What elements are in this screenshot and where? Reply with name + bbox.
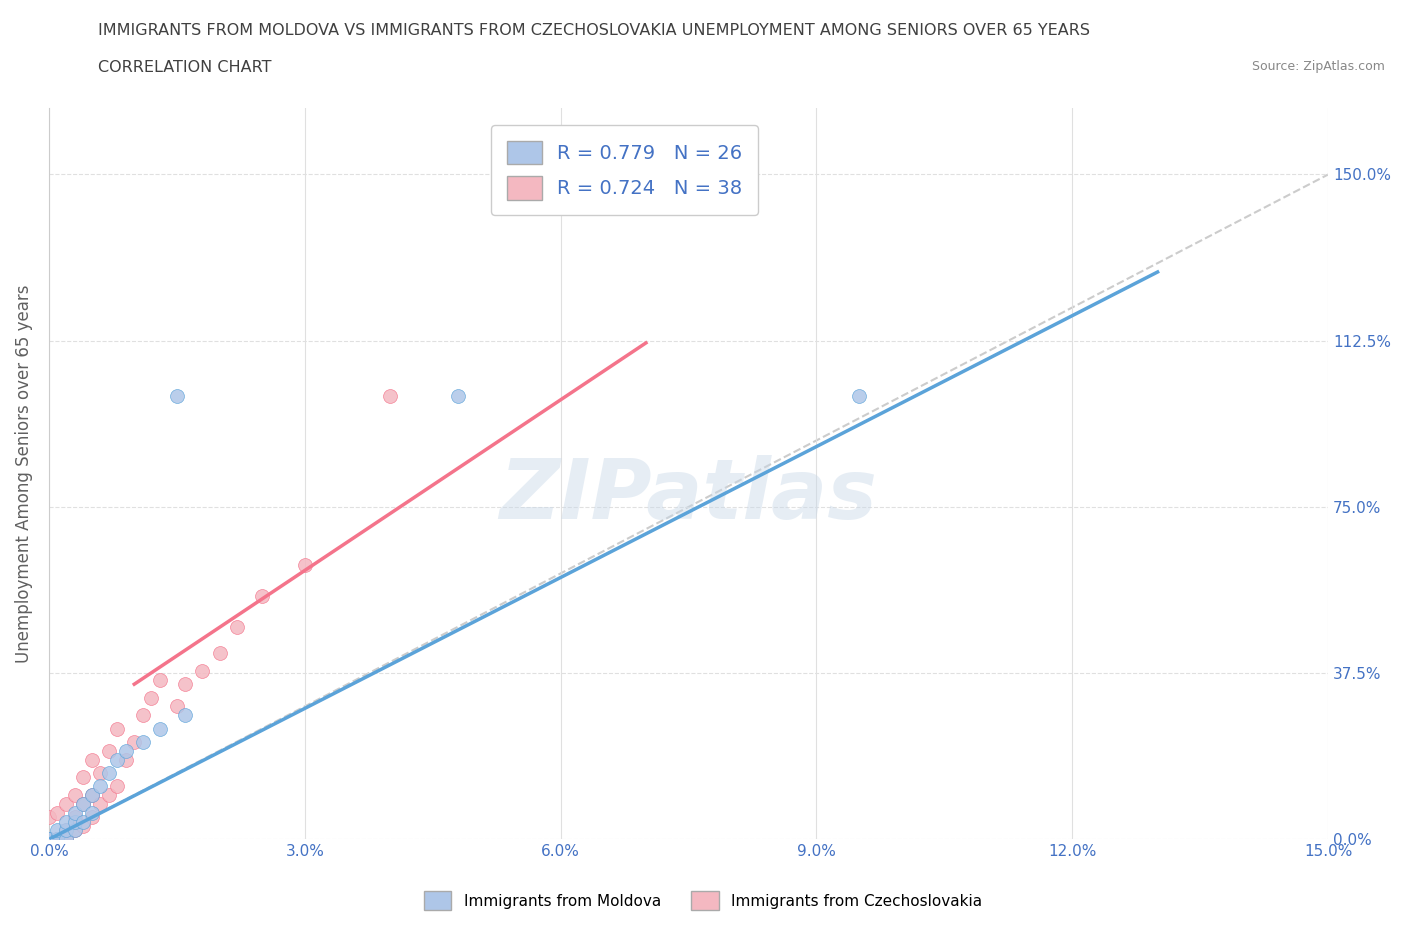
Point [38,832,60,847]
Point [46,832,69,847]
Point [191,663,214,678]
Point [149,721,172,736]
Point [105,752,128,767]
Point [46,805,69,820]
Point [72,770,94,785]
Point [89,778,111,793]
Point [132,708,155,723]
Point [80,752,103,767]
Y-axis label: Unemployment Among Seniors over 65 years: Unemployment Among Seniors over 65 years [15,285,32,663]
Point [55,823,77,838]
Point [55,814,77,829]
Point [46,823,69,838]
Point [105,778,128,793]
Point [55,832,77,847]
Point [80,788,103,803]
Point [848,389,870,404]
Point [80,805,103,820]
Legend: Immigrants from Moldova, Immigrants from Czechoslovakia: Immigrants from Moldova, Immigrants from… [416,884,990,918]
Point [80,810,103,825]
Point [38,810,60,825]
Point [63,823,86,838]
Point [89,765,111,780]
Text: ZIPatlas: ZIPatlas [499,455,877,536]
Point [80,788,103,803]
Point [38,832,60,847]
Text: Source: ZipAtlas.com: Source: ZipAtlas.com [1251,60,1385,73]
Point [63,788,86,803]
Point [132,735,155,750]
Point [38,832,60,847]
Point [378,389,401,404]
Point [46,832,69,847]
Point [97,788,120,803]
Point [55,823,77,838]
Point [225,619,247,634]
Point [208,645,231,660]
Point [141,690,163,705]
Point [72,818,94,833]
Point [72,814,94,829]
Point [72,796,94,811]
Point [447,389,470,404]
Point [63,823,86,838]
Point [38,832,60,847]
Point [149,672,172,687]
Point [174,677,197,692]
Point [105,721,128,736]
Point [55,832,77,847]
Point [114,743,136,758]
Point [250,588,273,603]
Point [294,557,316,572]
Text: IMMIGRANTS FROM MOLDOVA VS IMMIGRANTS FROM CZECHOSLOVAKIA UNEMPLOYMENT AMONG SEN: IMMIGRANTS FROM MOLDOVA VS IMMIGRANTS FR… [98,23,1091,38]
Point [63,805,86,820]
Legend: R = 0.779   N = 26, R = 0.724   N = 38: R = 0.779 N = 26, R = 0.724 N = 38 [491,125,758,215]
Point [114,752,136,767]
Point [55,796,77,811]
Point [46,832,69,847]
Point [89,796,111,811]
Point [97,743,120,758]
Point [72,796,94,811]
Point [63,814,86,829]
Point [63,810,86,825]
Text: CORRELATION CHART: CORRELATION CHART [98,60,271,75]
Point [38,832,60,847]
Point [166,699,188,714]
Point [97,765,120,780]
Point [122,735,145,750]
Point [46,832,69,847]
Point [38,832,60,847]
Point [166,389,188,404]
Point [174,708,197,723]
